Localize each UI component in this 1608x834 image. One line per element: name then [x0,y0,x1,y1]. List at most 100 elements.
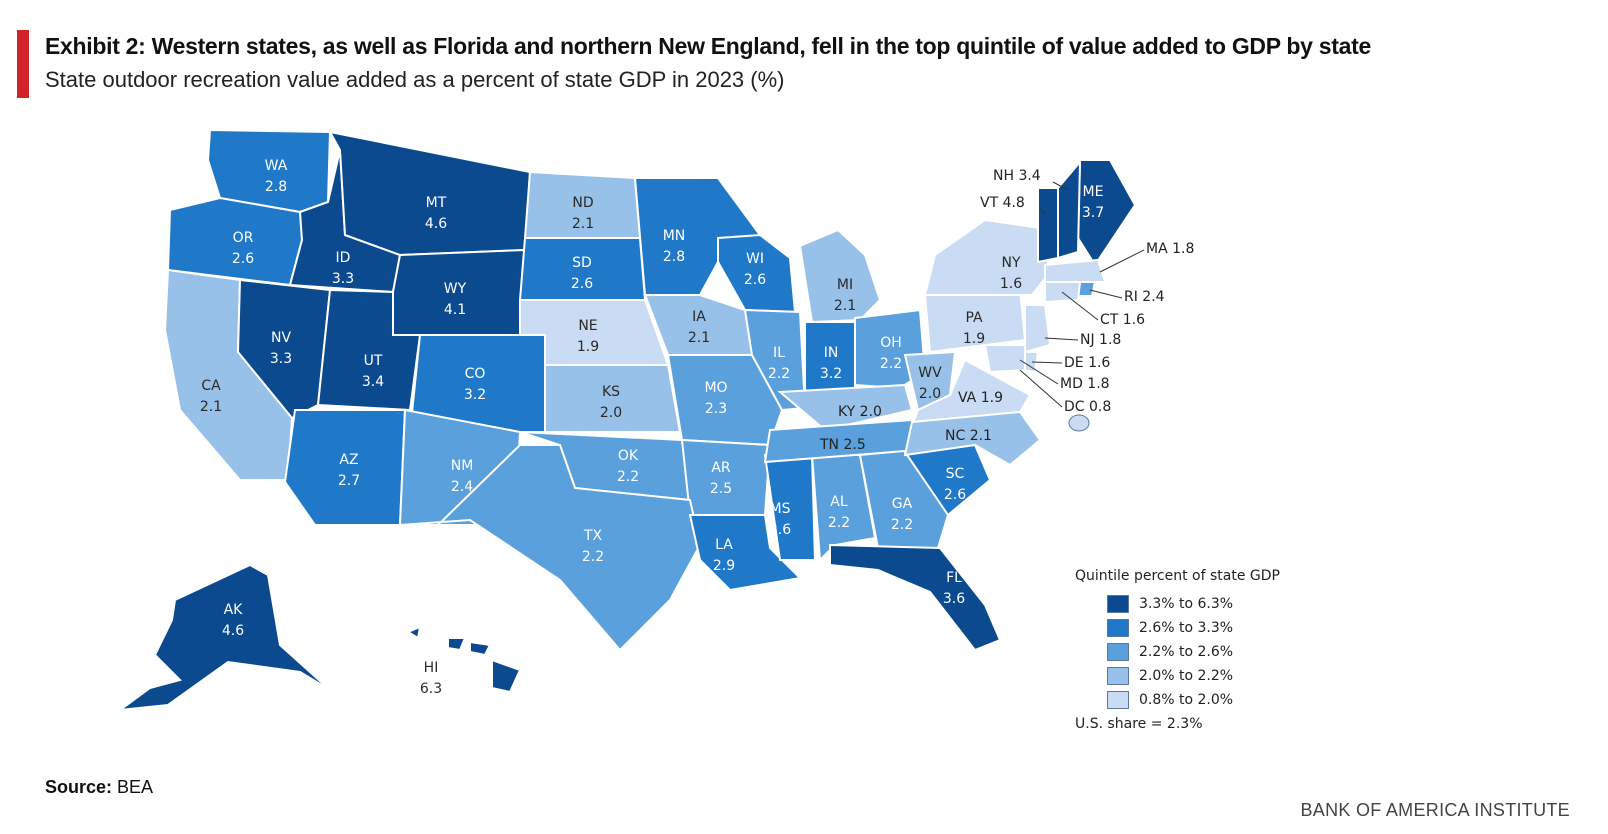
state-abbr-oh: OH [880,335,902,351]
state-abbr-me: ME [1083,184,1104,200]
state-value-hi: 6.3 [420,681,442,697]
state-abbr-nm: NM [451,458,474,474]
legend-label-3: 2.2% to 2.6% [1139,644,1234,660]
state-abbr-ar: AR [711,460,731,476]
state-abbr-ny: NY [1001,255,1020,271]
state-value-mt: 4.6 [425,216,447,232]
state-value-ok: 2.2 [617,469,639,485]
state-abbr-az: AZ [339,452,358,468]
state-abbr-mo: MO [704,380,727,396]
state-value-az: 2.7 [338,473,360,489]
state-hi-3 [491,658,522,694]
state-value-ca: 2.1 [200,399,222,415]
state-abbr-ca: CA [201,378,221,394]
legend-item-5: 0.8% to 2.0% [1107,688,1280,712]
state-label-ct: CT 1.6 [1100,312,1145,328]
state-abbr-nd: ND [572,195,593,211]
state-abbr-hi: HI [424,660,439,676]
state-label-nh: NH 3.4 [993,168,1041,184]
state-label-ri: RI 2.4 [1124,289,1165,305]
state-abbr-fl: FL [946,570,962,586]
state-label-nc: NC 2.1 [945,428,992,444]
state-value-nm: 2.4 [451,479,473,495]
state-value-ne: 1.9 [577,339,599,355]
leader-line-ri [1089,289,1123,299]
state-nh [1057,159,1082,260]
legend-swatch-5 [1107,691,1129,709]
chart-subtitle: State outdoor recreation value added as … [45,67,785,92]
legend-label-4: 2.0% to 2.2% [1139,668,1234,684]
state-value-al: 2.2 [828,515,850,531]
state-value-nd: 2.1 [572,216,594,232]
legend-us-share: U.S. share = 2.3% [1075,716,1203,732]
state-value-ut: 3.4 [362,374,384,390]
leader-line-md [1019,359,1059,385]
legend-item-1: 3.3% to 6.3% [1107,592,1280,616]
state-abbr-mn: MN [663,228,686,244]
state-md [983,344,1026,374]
state-value-mo: 2.3 [705,401,727,417]
state-fl [829,543,1002,652]
state-tx [399,444,702,652]
state-abbr-ms: MS [770,501,791,517]
state-mt [328,130,532,257]
state-abbr-pa: PA [965,310,983,326]
state-label-ky: KY 2.0 [838,404,882,420]
state-ar [680,438,772,516]
state-abbr-sc: SC [946,466,965,482]
state-abbr-al: AL [830,494,848,510]
state-value-ga: 2.2 [891,517,913,533]
state-value-ak: 4.6 [222,623,244,639]
state-abbr-co: CO [465,366,486,382]
state-abbr-ak: AK [224,602,244,618]
legend-title: Quintile percent of state GDP [1075,568,1280,584]
accent-bar [17,30,29,98]
leader-line-nj [1044,337,1079,341]
state-value-id: 3.3 [332,271,354,287]
state-value-wa: 2.8 [265,179,287,195]
state-abbr-nv: NV [271,330,291,346]
state-ky [777,383,914,432]
source-value: BEA [117,777,154,797]
state-abbr-wi: WI [746,251,764,267]
state-label-de: DE 1.6 [1064,355,1110,371]
state-value-ks: 2.0 [600,405,622,421]
state-ak [116,563,331,712]
state-label-md: MD 1.8 [1060,376,1110,392]
state-label-vt: VT 4.8 [980,195,1025,211]
labels-layer: WA 2.8 OR 2.6 ID 3.3 MT 4.6 WY 4.1 ND 2.1 SD 2.6 NE 1.9… [200,158,1195,697]
state-value-or: 2.6 [232,251,254,267]
legend-swatch-3 [1107,643,1129,661]
state-hi-1 [447,637,467,652]
state-value-ny: 1.6 [1000,276,1022,292]
legend-item-4: 2.0% to 2.2% [1107,664,1280,688]
state-abbr-ia: IA [692,309,706,325]
state-label-ma: MA 1.8 [1146,241,1194,257]
state-nj [1024,304,1052,354]
legend-swatch-1 [1107,595,1129,613]
state-abbr-id: ID [336,250,351,266]
state-value-mn: 2.8 [663,249,685,265]
state-dc-marker [1068,414,1090,432]
state-value-pa: 1.9 [963,331,985,347]
legend-swatch-2 [1107,619,1129,637]
map-legend: Quintile percent of state GDP 3.3% to 6.… [1075,568,1280,732]
state-abbr-la: LA [715,537,733,553]
legend-label-2: 2.6% to 3.3% [1139,620,1234,636]
state-label-dc: DC 0.8 [1064,399,1111,415]
leader-line-dc [1019,369,1063,408]
state-abbr-ne: NE [578,318,597,334]
legend-item-3: 2.2% to 2.6% [1107,640,1280,664]
state-value-co: 3.2 [464,387,486,403]
state-abbr-il: IL [773,345,785,361]
state-value-nv: 3.3 [270,351,292,367]
legend-swatch-4 [1107,667,1129,685]
state-value-fl: 3.6 [943,591,965,607]
state-value-me: 3.7 [1082,205,1104,221]
state-vt [1037,187,1059,264]
legend-item-2: 2.6% to 3.3% [1107,616,1280,640]
source-label: Source: [45,777,113,797]
state-label-tn: TN 2.5 [819,437,866,453]
state-abbr-ok: OK [618,448,639,464]
state-abbr-wa: WA [265,158,288,174]
